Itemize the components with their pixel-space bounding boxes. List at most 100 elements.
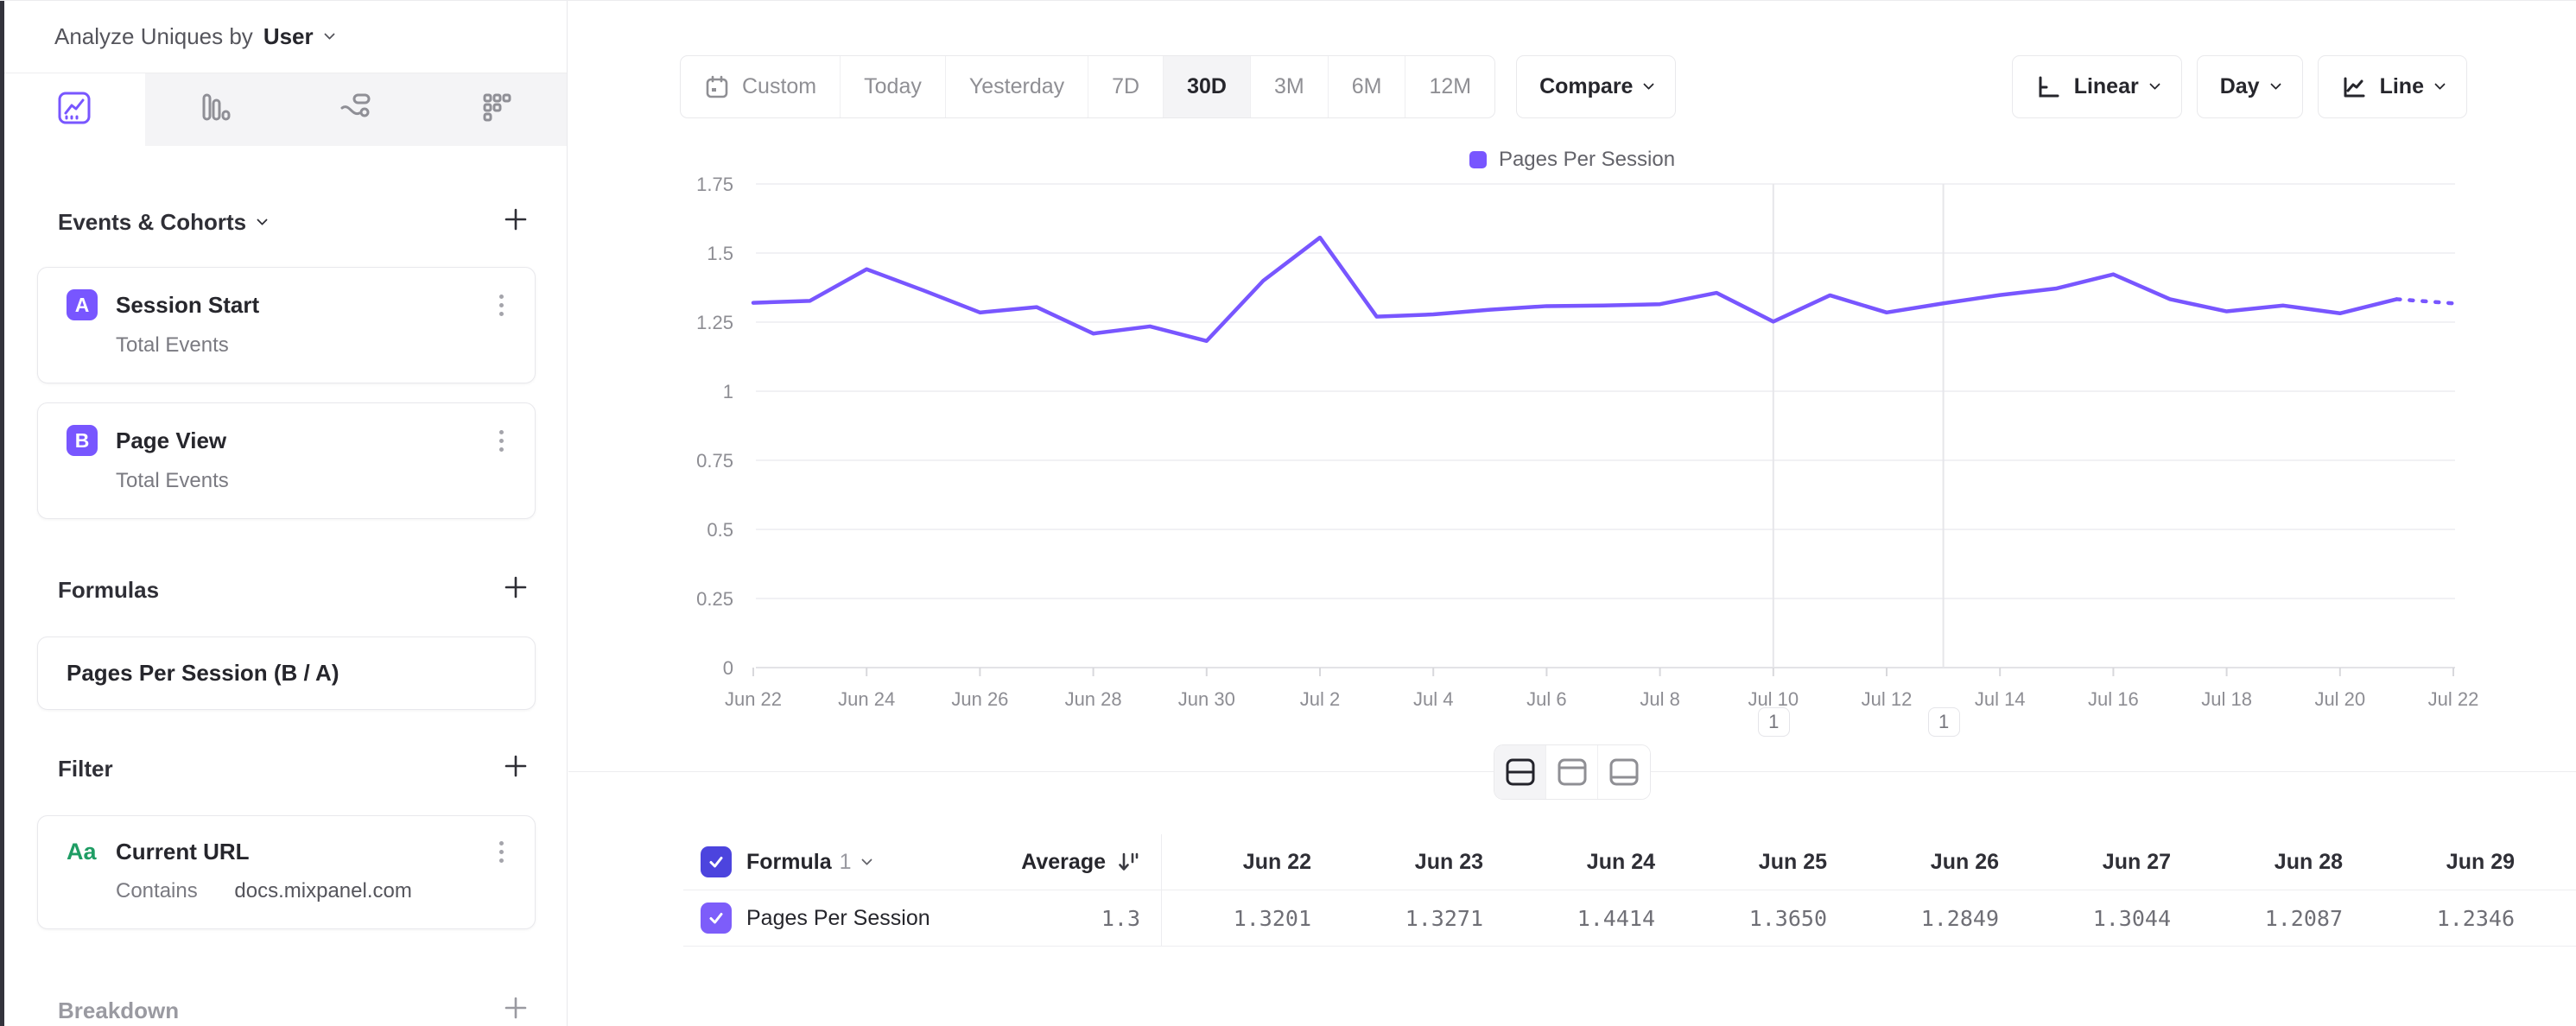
date-cell-value: 1.4414	[1577, 905, 1655, 931]
range-option-yesterday[interactable]: Yesterday	[946, 56, 1089, 117]
svg-text:Jul 18: Jul 18	[2201, 688, 2252, 710]
chart-type-label: Line	[2379, 74, 2424, 98]
date-cell-value: 1.2087	[2264, 905, 2343, 931]
date-column-header[interactable]: Jun 28	[2274, 849, 2343, 874]
events-cohorts-header: Events & Cohorts	[4, 208, 567, 236]
date-column-header[interactable]: Jun 22	[1242, 849, 1311, 874]
svg-text:Jul 22: Jul 22	[2428, 688, 2479, 710]
svg-text:Jul 6: Jul 6	[1526, 688, 1566, 710]
tab-funnels[interactable]	[145, 73, 286, 146]
date-column-header[interactable]: Jun 24	[1586, 849, 1655, 874]
breakdown-title: Breakdown	[58, 997, 180, 1023]
filter-condition[interactable]: Contains docs.mixpanel.com	[38, 866, 535, 928]
report-main-area: Custom Today Yesterday 7D 30D 3M 6M 12M Compare…	[568, 1, 2576, 1026]
chevron-down-icon[interactable]	[257, 213, 269, 225]
analyze-value-dropdown[interactable]: User	[263, 23, 314, 49]
filter-operator[interactable]: Contains	[116, 879, 198, 902]
interval-dropdown[interactable]: Day	[2196, 55, 2303, 118]
layout-chart-only-button[interactable]	[1546, 745, 1598, 799]
date-cell-value: 1.3650	[1748, 905, 1827, 931]
analyze-header: Analyze Uniques by User	[4, 1, 567, 73]
range-option-30d[interactable]: 30D	[1164, 56, 1251, 117]
legend-swatch	[1469, 151, 1487, 168]
range-option-12m[interactable]: 12M	[1429, 74, 1472, 98]
layout-table-only-button[interactable]	[1598, 745, 1650, 799]
event-letter-badge: B	[67, 425, 98, 456]
events-cohorts-title: Events & Cohorts	[58, 208, 247, 235]
add-formula-button[interactable]	[503, 574, 529, 606]
tab-retention[interactable]	[426, 73, 567, 146]
sort-descending-icon[interactable]	[1116, 850, 1140, 874]
calendar-icon	[704, 74, 730, 100]
kebab-menu-icon[interactable]	[494, 838, 509, 866]
insights-chart-icon	[55, 89, 93, 131]
annotation-badge-jul-10[interactable]: 1	[1757, 707, 1790, 737]
date-column-header[interactable]: Jun 25	[1758, 849, 1827, 874]
svg-text:1.5: 1.5	[707, 243, 733, 264]
filter-value[interactable]: docs.mixpanel.com	[234, 879, 412, 902]
event-card-session-start[interactable]: A Session Start Total Events	[37, 267, 536, 383]
range-option-6m[interactable]: 6M	[1329, 56, 1406, 117]
chevron-down-icon	[860, 853, 872, 865]
event-measure[interactable]: Total Events	[116, 469, 229, 492]
tab-flows[interactable]	[286, 73, 427, 146]
add-filter-button[interactable]	[503, 753, 529, 785]
layout-toggle-group	[1494, 744, 1651, 800]
svg-text:Jul 14: Jul 14	[1975, 688, 2026, 710]
kebab-menu-icon[interactable]	[494, 291, 509, 320]
query-builder-content: Events & Cohorts A Session Start Total E…	[4, 146, 567, 1024]
linear-axis-icon	[2035, 74, 2061, 100]
event-measure[interactable]: Total Events	[116, 333, 229, 357]
line-chart[interactable]: 0 0.25 0.5 0.75 1 1.25 1.5 1.75 Jun 22 Jun 24 Jun …	[568, 122, 2576, 761]
formula-card[interactable]: Pages Per Session (B / A)	[37, 636, 536, 710]
annotation-badge-jul-13[interactable]: 1	[1927, 707, 1960, 737]
formula-group-header[interactable]: Formula 1	[746, 849, 872, 875]
range-option-custom[interactable]: Custom	[681, 56, 841, 117]
svg-text:Jul 2: Jul 2	[1300, 688, 1340, 710]
event-card-page-view[interactable]: B Page View Total Events	[37, 402, 536, 519]
svg-text:Jul 4: Jul 4	[1413, 688, 1453, 710]
filter-property: Current URL	[116, 839, 250, 864]
flows-icon	[337, 89, 375, 131]
scale-dropdown[interactable]: Linear	[2011, 55, 2182, 118]
svg-text:0.5: 0.5	[707, 519, 733, 541]
filter-card-current-url[interactable]: Aa Current URL Contains docs.mixpanel.co…	[37, 815, 536, 929]
select-all-checkbox[interactable]	[701, 846, 732, 877]
formula-group-number: 1	[839, 849, 852, 874]
range-option-7d[interactable]: 7D	[1088, 56, 1164, 117]
kebab-menu-icon[interactable]	[494, 427, 509, 455]
add-breakdown-button[interactable]	[503, 995, 529, 1026]
range-option-3m[interactable]: 3M	[1251, 56, 1329, 117]
date-cell-value: 1.2346	[2436, 905, 2515, 931]
svg-text:Jul 20: Jul 20	[2314, 688, 2365, 710]
event-letter-badge: A	[67, 289, 98, 320]
date-column-header[interactable]: Jun 26	[1930, 849, 1999, 874]
add-event-button[interactable]	[503, 206, 529, 238]
event-title: Page View	[116, 427, 227, 453]
date-column-header[interactable]: Jun 27	[2102, 849, 2171, 874]
breakdown-header: Breakdown	[4, 997, 567, 1024]
date-column-header[interactable]: Jun 23	[1414, 849, 1483, 874]
range-option-today[interactable]: Today	[841, 56, 946, 117]
table-header-row: Formula 1 Average Jun 2	[683, 834, 2576, 890]
row-series-label: Pages Per Session	[746, 905, 930, 930]
svg-text:Jul 10: Jul 10	[1748, 688, 1799, 710]
svg-text:Jun 28: Jun 28	[1065, 688, 1122, 710]
formula-group-label: Formula	[746, 849, 832, 874]
row-checkbox[interactable]	[701, 902, 732, 934]
svg-text:0.75: 0.75	[696, 450, 733, 472]
svg-text:Jun 30: Jun 30	[1178, 688, 1235, 710]
tab-insights[interactable]	[4, 73, 145, 146]
chart-type-dropdown[interactable]: Line	[2317, 55, 2467, 118]
compare-button[interactable]: Compare	[1516, 55, 1677, 118]
layout-split-view-button[interactable]	[1494, 745, 1546, 799]
date-column-header[interactable]: Jun 29	[2446, 849, 2515, 874]
date-cell-value: 1.3201	[1233, 905, 1311, 931]
chart-toolbar: Custom Today Yesterday 7D 30D 3M 6M 12M Compare…	[568, 55, 2576, 118]
svg-text:1.25: 1.25	[696, 312, 733, 333]
chart-legend[interactable]: Pages Per Session	[568, 148, 2576, 172]
chevron-down-icon[interactable]	[323, 28, 335, 41]
date-range-selector: Custom Today Yesterday 7D 30D 3M 6M 12M	[680, 55, 1496, 118]
legend-series-label: Pages Per Session	[1498, 148, 1676, 171]
